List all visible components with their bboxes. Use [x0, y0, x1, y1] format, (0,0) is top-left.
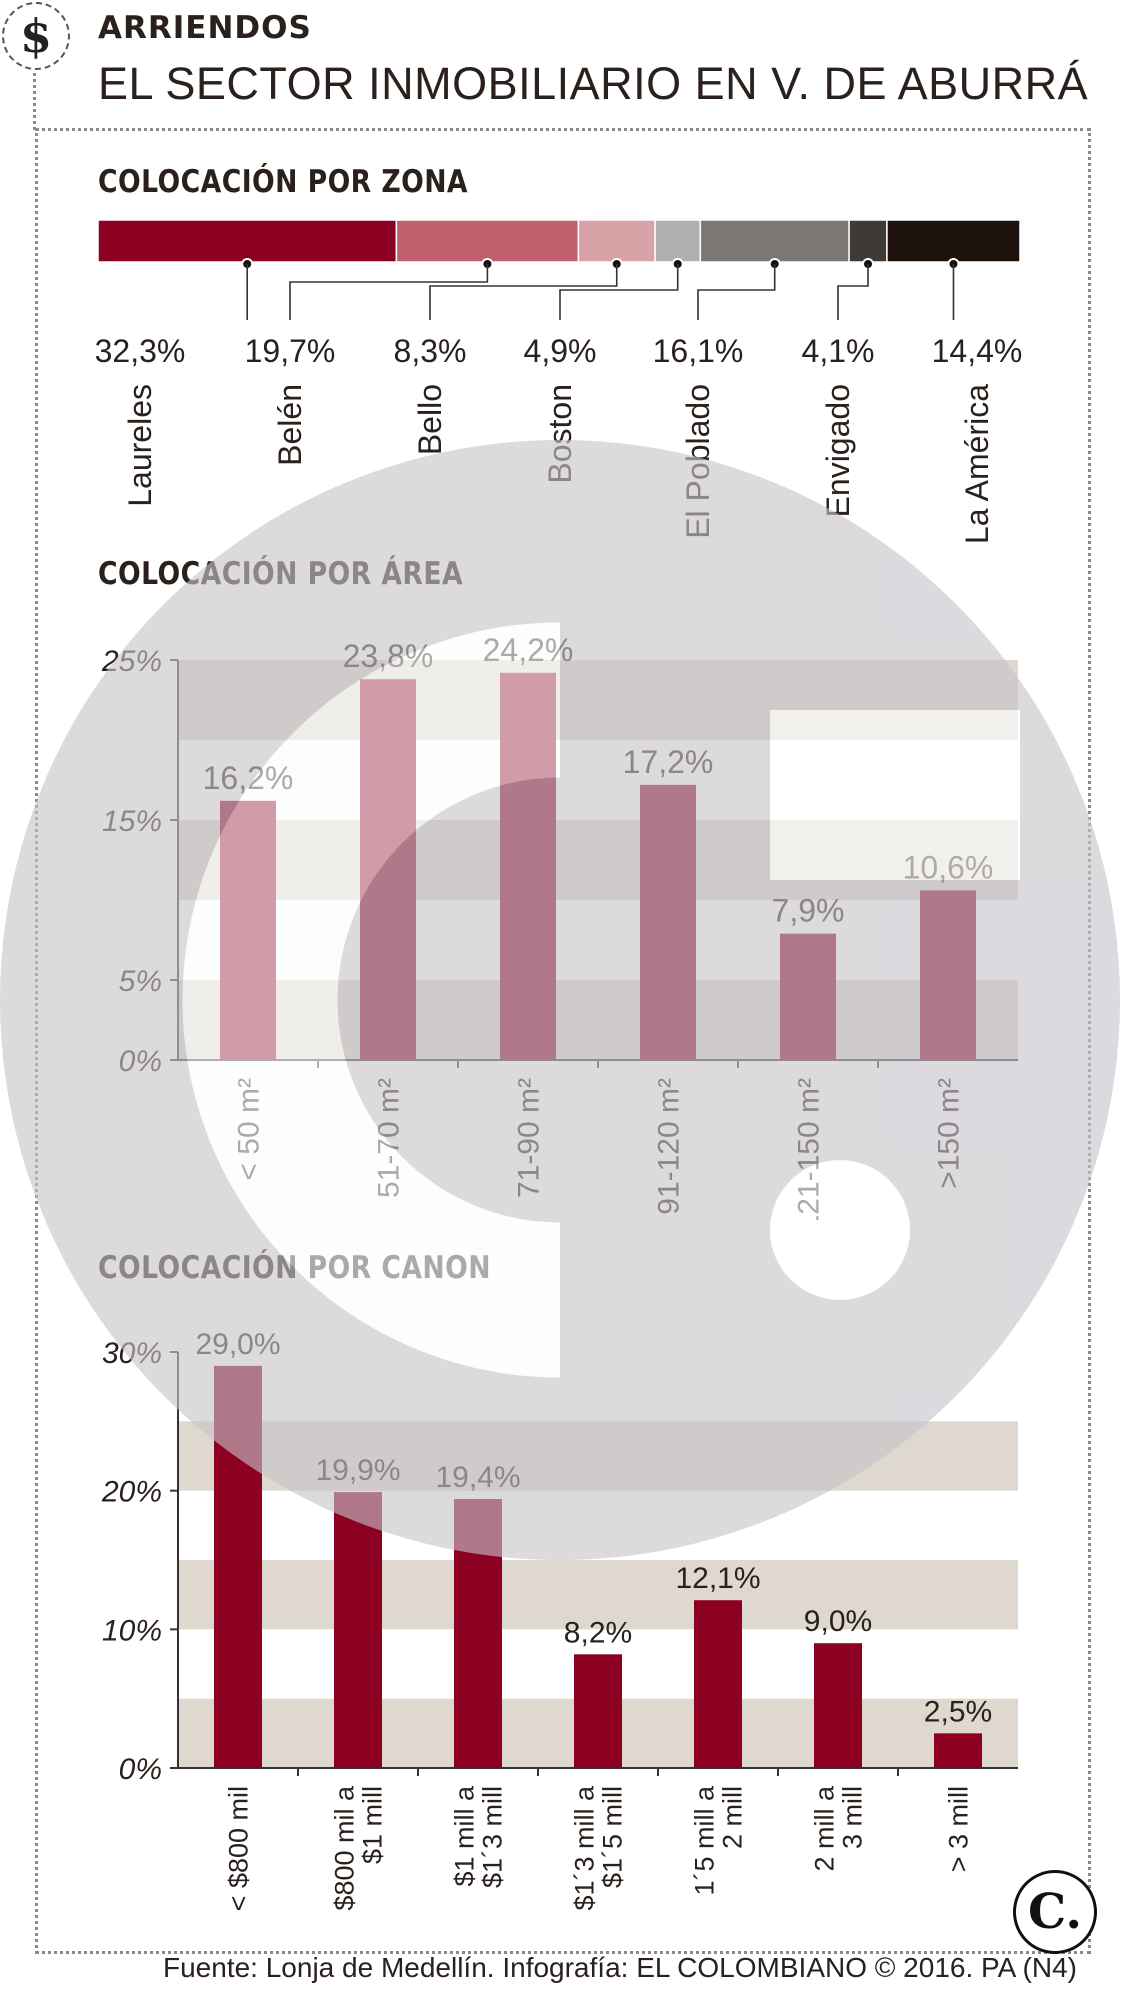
x-category-label: $1´3 mill: [478, 1786, 508, 1888]
grid-band: [178, 660, 1018, 740]
x-category-label: 51-70 m²: [373, 1078, 406, 1198]
zona-chart: 32,3% Laureles 19,7% Belén 8,3% Bello 4,9% Bost…: [95, 219, 1023, 544]
data-bar: [814, 1643, 862, 1768]
zona-category-label: El Poblado: [680, 384, 716, 539]
zona-value-label: 4,1%: [802, 333, 875, 369]
data-bar: [334, 1492, 382, 1768]
x-category-label: $1´5 mill: [598, 1786, 628, 1888]
grid-band: [178, 980, 1018, 1060]
bar-value-label: 17,2%: [623, 744, 714, 780]
bar-value-label: 23,8%: [343, 638, 434, 674]
kicker-label: ARRIENDOS: [98, 10, 312, 46]
x-category-label: $1 mill: [358, 1786, 388, 1864]
x-category-label: > 3 mill: [943, 1786, 973, 1872]
grid-band: [178, 1560, 1018, 1630]
zona-value-label: 19,7%: [245, 333, 336, 369]
data-bar: [454, 1498, 502, 1768]
zona-category-label: Bello: [412, 384, 448, 455]
canon-chart: 0% 10% 20% 30% 29,0% < $800 mil 19,9% $800 mil …: [101, 1328, 1018, 1911]
bar-value-label: 19,9%: [315, 1454, 400, 1487]
x-category-label: $1´3 mill a: [569, 1785, 599, 1911]
section-title-zona: COLOCACIÓN POR ZONA: [98, 164, 469, 200]
y-tick-label: 20%: [101, 1476, 162, 1509]
zona-segment: [848, 219, 888, 263]
data-bar: [780, 933, 836, 1060]
zona-segment: [577, 219, 656, 263]
zona-segment: [699, 219, 850, 263]
header-connector-line: [33, 60, 36, 130]
bar-value-label: 2,5%: [924, 1695, 992, 1728]
bar-value-label: 8,2%: [564, 1616, 632, 1649]
zona-category-label: Boston: [542, 384, 578, 484]
zona-category-label: Envigado: [820, 384, 856, 517]
zona-category-label: La América: [959, 384, 995, 544]
zona-connector-line: [837, 264, 869, 320]
zona-segment: [97, 219, 398, 263]
bar-value-label: 24,2%: [483, 632, 574, 668]
x-category-label: $800 mil a: [329, 1785, 359, 1911]
zona-connector-line: [429, 264, 618, 320]
zona-value-label: 4,9%: [524, 333, 597, 369]
zona-value-label: 16,1%: [653, 333, 744, 369]
data-bar: [214, 1365, 262, 1768]
data-bar: [694, 1600, 742, 1768]
x-category-label: < 50 m²: [233, 1078, 266, 1181]
bar-value-label: 29,0%: [195, 1328, 280, 1361]
data-bar: [500, 672, 556, 1060]
y-tick-label: 25%: [101, 645, 162, 678]
section-title-area: COLOCACIÓN POR ÁREA: [98, 556, 464, 592]
x-category-label: 91-120 m²: [653, 1078, 686, 1215]
area-chart: 0% 5% 15% 25% 16,2% < 50 m² 23,8% 51-70 m² 24,2%…: [101, 632, 1018, 1220]
data-bar: [574, 1654, 622, 1768]
source-credit: Fuente: Lonja de Medellín. Infografía: E…: [163, 1952, 1077, 1983]
grid-band: [178, 820, 1018, 900]
bar-value-label: 19,4%: [435, 1461, 520, 1494]
zona-connector-line: [289, 264, 489, 320]
x-category-label: $1 mill a: [449, 1785, 479, 1887]
bar-value-label: 9,0%: [804, 1605, 872, 1638]
x-category-label: 2 mill: [718, 1786, 748, 1849]
bar-value-label: 16,2%: [203, 760, 294, 796]
data-bar: [640, 784, 696, 1060]
x-category-label: 2 mill a: [809, 1785, 839, 1872]
y-tick-label: 0%: [119, 1753, 162, 1786]
data-bar: [360, 679, 416, 1060]
y-tick-label: 10%: [102, 1614, 162, 1647]
data-bar: [220, 800, 276, 1060]
x-category-label: 71-90 m²: [513, 1078, 546, 1198]
dollar-icon: $: [2, 2, 70, 70]
zona-category-label: Laureles: [122, 384, 158, 507]
bar-value-label: 12,1%: [675, 1562, 760, 1595]
el-colombiano-logo-icon: C.: [1013, 1870, 1097, 1954]
zona-value-label: 14,4%: [932, 333, 1023, 369]
x-category-label: 3 mill: [838, 1786, 868, 1849]
bar-value-label: 10,6%: [903, 849, 994, 885]
zona-category-label: Belén: [272, 384, 308, 466]
zona-connector-line: [559, 264, 679, 320]
x-category-label: 1´5 mill a: [689, 1785, 719, 1896]
zona-segment: [395, 219, 580, 263]
data-bar: [934, 1733, 982, 1768]
bar-value-label: 7,9%: [772, 893, 845, 929]
page-title: EL SECTOR INMOBILIARIO EN V. DE ABURRÁ: [98, 58, 1089, 109]
y-tick-label: 5%: [119, 965, 162, 998]
section-title-canon: COLOCACIÓN POR CANON: [98, 1250, 491, 1286]
zona-segment: [886, 219, 1021, 263]
data-bar: [920, 890, 976, 1060]
y-tick-label: 0%: [119, 1045, 162, 1078]
x-category-label: < $800 mil: [223, 1786, 253, 1911]
y-tick-label: 30%: [102, 1337, 162, 1370]
x-category-label: 121-150 m²: [793, 1078, 826, 1220]
grid-band: [178, 1421, 1018, 1491]
zona-segment: [654, 219, 702, 263]
zona-value-label: 32,3%: [95, 333, 186, 369]
y-tick-label: 15%: [102, 805, 162, 838]
x-category-label: >150 m²: [933, 1078, 966, 1189]
zona-connector-line: [697, 264, 776, 320]
zona-value-label: 8,3%: [394, 333, 467, 369]
